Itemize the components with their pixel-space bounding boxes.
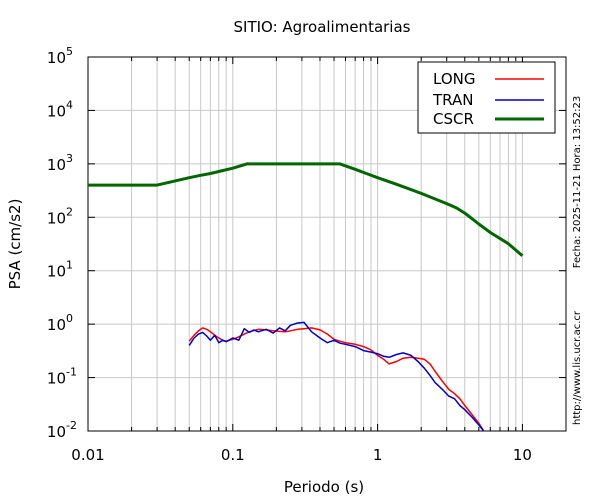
legend-label-long: LONG xyxy=(433,70,475,88)
source-url-text: http://www.lis.ucr.ac.cr xyxy=(572,310,583,425)
y-tick-exponent: -1 xyxy=(66,366,77,379)
y-tick-exponent: 4 xyxy=(66,98,73,111)
y-tick-exponent: 3 xyxy=(66,152,73,165)
y-tick-exponent: 5 xyxy=(66,45,73,58)
legend-label-cscr: CSCR xyxy=(433,110,474,128)
axis-ticks xyxy=(87,56,567,432)
x-tick-label: 0.1 xyxy=(221,446,245,464)
y-tick-exponent: 2 xyxy=(66,205,73,218)
x-tick-labels: 0.01 0.1 1 10 xyxy=(71,446,532,464)
series-layer xyxy=(88,162,524,432)
chart-title: SITIO: Agroalimentarias xyxy=(234,18,411,36)
y-tick-label: 10 xyxy=(47,370,66,388)
y-tick-exponent: 0 xyxy=(66,312,73,325)
timestamp-text: Fecha: 2025-11-21 Hora: 13:52:23 xyxy=(572,96,583,269)
x-tick-label: 10 xyxy=(513,446,532,464)
y-tick-exponent: -2 xyxy=(66,419,77,432)
x-tick-label: 0.01 xyxy=(71,446,104,464)
y-tick-label: 10 xyxy=(47,49,66,67)
y-tick-label: 10 xyxy=(47,263,66,281)
x-axis-label: Periodo (s) xyxy=(284,478,364,496)
y-tick-label: 10 xyxy=(47,156,66,174)
y-axis-label: PSA (cm/s2) xyxy=(6,199,24,290)
y-tick-label: 10 xyxy=(47,316,66,334)
y-tick-label: 10 xyxy=(47,209,66,227)
y-tick-label: 10 xyxy=(47,423,66,441)
legend-label-tran: TRAN xyxy=(432,91,473,109)
plot-frame xyxy=(87,56,567,432)
x-tick-label: 1 xyxy=(373,446,383,464)
legend: LONG TRAN CSCR xyxy=(417,61,556,134)
series-line-tran xyxy=(188,321,485,432)
legend-box xyxy=(417,61,556,134)
y-tick-label: 10 xyxy=(47,102,66,120)
y-tick-exponent: 1 xyxy=(66,259,73,272)
series-line-cscr xyxy=(88,162,524,257)
